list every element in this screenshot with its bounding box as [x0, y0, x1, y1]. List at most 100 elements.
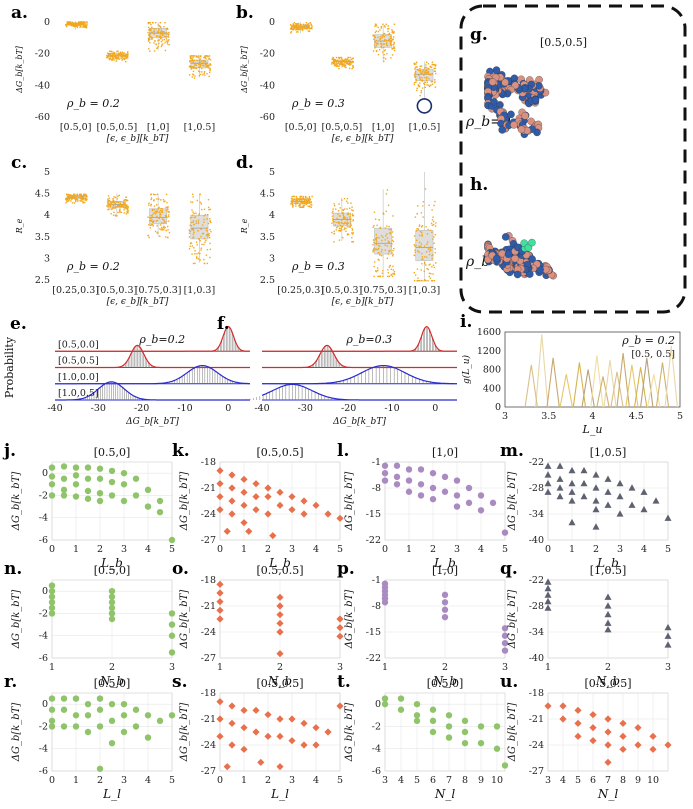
- data-point: [291, 204, 294, 206]
- data-point: [196, 257, 198, 259]
- data-point: [346, 233, 349, 235]
- data-point: [346, 219, 348, 221]
- data-point: [392, 269, 395, 271]
- data-point: [425, 61, 428, 63]
- data-point: [381, 37, 383, 39]
- data-point: [192, 193, 194, 195]
- data-point: [197, 252, 200, 254]
- data-point: [205, 57, 207, 60]
- data-point: [168, 216, 170, 218]
- data-point: [78, 196, 80, 198]
- data-point: [342, 236, 344, 239]
- data-point: [165, 40, 167, 42]
- category-label: [0.25,0.3]: [277, 285, 324, 296]
- data-point: [306, 199, 308, 202]
- data-point: [65, 198, 67, 200]
- data-point: [293, 22, 296, 24]
- data-point: [348, 62, 351, 65]
- data-point: [147, 31, 149, 34]
- scatter-point: [544, 591, 552, 598]
- data-point: [114, 55, 116, 58]
- data-point: [334, 224, 337, 226]
- data-point: [428, 253, 431, 256]
- data-point: [160, 26, 162, 29]
- data-point: [352, 64, 354, 67]
- scatter-point: [264, 732, 272, 740]
- data-point: [106, 54, 108, 57]
- data-point: [205, 234, 208, 237]
- scatter-point: [417, 481, 425, 488]
- data-point: [85, 24, 87, 26]
- data-point: [165, 35, 167, 38]
- data-point: [152, 213, 154, 215]
- data-point: [428, 78, 430, 80]
- data-point: [85, 194, 87, 196]
- data-point: [351, 236, 353, 239]
- data-point: [393, 23, 396, 25]
- data-point: [380, 234, 383, 237]
- data-point: [85, 27, 88, 29]
- data-point: [418, 245, 420, 247]
- data-point: [159, 22, 162, 24]
- scatter-point: [413, 717, 421, 725]
- data-point: [420, 245, 422, 247]
- data-point: [377, 258, 379, 261]
- scatter-point: [48, 582, 56, 589]
- data-point: [380, 27, 382, 29]
- molecule-panel-title: [0.5,0.5]: [540, 36, 587, 49]
- data-point: [419, 280, 421, 282]
- data-point: [150, 203, 152, 206]
- data-point: [193, 59, 196, 62]
- plot-frame: [219, 692, 341, 772]
- polymer-bead: [492, 66, 501, 74]
- data-point: [120, 55, 122, 57]
- data-point: [349, 222, 352, 225]
- data-point: [303, 26, 306, 29]
- scatter-point: [132, 723, 140, 730]
- data-point: [161, 222, 163, 224]
- data-point: [160, 29, 163, 31]
- data-point: [76, 23, 78, 26]
- scatter-point: [288, 715, 296, 723]
- scatter-point: [276, 628, 284, 636]
- data-point: [196, 59, 198, 62]
- data-point: [202, 232, 205, 235]
- data-point: [166, 33, 168, 35]
- scatter-point: [501, 639, 509, 647]
- scatter-point: [453, 503, 461, 510]
- scatter-point: [108, 700, 116, 708]
- data-point: [108, 57, 110, 60]
- data-point: [349, 217, 351, 220]
- data-point: [425, 66, 428, 69]
- data-point: [203, 70, 206, 73]
- data-point: [156, 198, 158, 200]
- density-curve: [55, 325, 250, 352]
- xtick-label: 2: [442, 662, 448, 673]
- xtick-label: 3: [502, 411, 508, 422]
- data-point: [71, 198, 73, 200]
- data-point: [154, 213, 157, 215]
- ytick-label: -15: [366, 509, 381, 520]
- data-point: [392, 253, 394, 256]
- scatter-point: [604, 475, 612, 482]
- data-point: [381, 44, 383, 46]
- ridge-row-label: [1.0,0.5]: [58, 388, 99, 399]
- scatter-point: [405, 488, 413, 495]
- scatter-point: [252, 706, 260, 714]
- data-point: [352, 232, 355, 234]
- data-point: [193, 67, 195, 70]
- chart-o: o. [0.5,0.5]-18-21-24-271 2 3N_bΔG_b[k_bT]: [172, 559, 344, 688]
- xtick-label: 0: [217, 544, 223, 555]
- xtick-label: 2: [97, 544, 103, 555]
- data-point: [392, 44, 394, 46]
- data-point: [331, 222, 333, 224]
- data-point: [380, 250, 383, 253]
- data-point: [339, 56, 341, 59]
- data-point: [295, 25, 297, 27]
- data-point: [153, 209, 156, 211]
- data-point: [419, 94, 421, 97]
- data-point: [154, 40, 156, 42]
- data-point: [80, 23, 82, 25]
- data-point: [151, 219, 153, 221]
- data-point: [149, 38, 151, 41]
